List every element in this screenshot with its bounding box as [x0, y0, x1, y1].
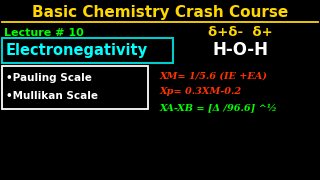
Text: Basic Chemistry Crash Course: Basic Chemistry Crash Course — [32, 4, 288, 19]
Text: •Pauling Scale: •Pauling Scale — [6, 73, 92, 83]
Text: XM= 1/5.6 (IE +EA): XM= 1/5.6 (IE +EA) — [160, 71, 268, 80]
Text: •Mullikan Scale: •Mullikan Scale — [6, 91, 98, 101]
FancyBboxPatch shape — [2, 37, 172, 62]
Text: XA-XB = [Δ /96.6] ^½: XA-XB = [Δ /96.6] ^½ — [160, 103, 278, 112]
Text: Electronegativity: Electronegativity — [6, 42, 148, 57]
Text: δ+δ-  δ+: δ+δ- δ+ — [208, 26, 272, 39]
FancyBboxPatch shape — [2, 66, 148, 109]
Text: Lecture # 10: Lecture # 10 — [4, 28, 84, 38]
Text: Xp= 0.3XM-0.2: Xp= 0.3XM-0.2 — [160, 87, 242, 96]
Text: H-O-H: H-O-H — [212, 41, 268, 59]
